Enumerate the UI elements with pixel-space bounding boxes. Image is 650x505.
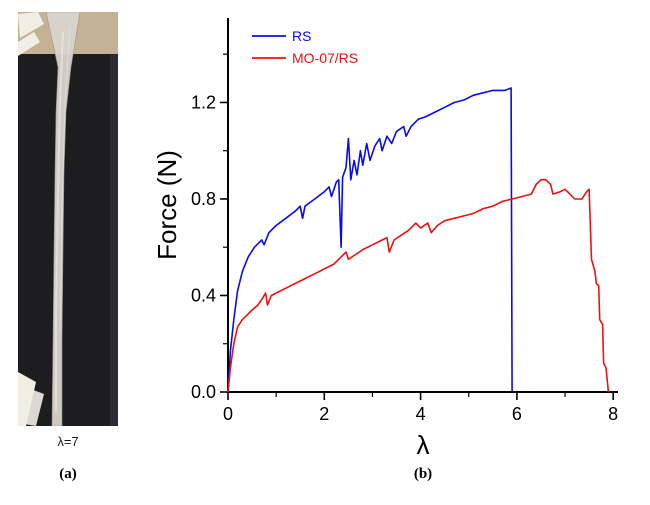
specimen-highlight-streak-2 [59,26,71,333]
x-tick-label: 8 [608,404,618,424]
axes [227,18,618,393]
photo-background-dark [18,54,118,426]
stretch-ratio-label: λ=7 [57,434,79,449]
y-axis-title: Force (N) [152,150,182,260]
caption-panel-b: (b) [413,466,433,482]
x-tick-label: 2 [319,404,329,424]
specimen-photo-svg [18,11,118,427]
photo-background-edge [110,54,118,426]
series-line-MO-07/RS [227,178,610,393]
series-line-RS [227,87,513,393]
top-clamp-piece-2 [18,32,40,56]
x-tick-label: 0 [223,404,233,424]
legend-label-MO-07/RS: MO-07/RS [292,50,358,66]
x-tick-label: 6 [512,404,522,424]
force-chart-svg: 0 2 4 6 8 0.0 0.4 0.8 1.2 Force (N) λ RS MO-07/RS [152,18,618,460]
force-chart-panel: 0 2 4 6 8 0.0 0.4 0.8 1.2 Force (N) λ RS MO-07/RS [150,2,646,460]
bottom-clamp-piece-2 [24,388,44,426]
caption-panel-a: (a) [59,466,77,482]
x-tick-label: 4 [416,404,426,424]
y-tick-label: 0.8 [191,189,216,209]
y-tick-label: 0.0 [191,382,216,402]
top-clamp-piece [18,12,44,38]
y-tick-label: 0.4 [191,285,216,305]
specimen-photo [18,11,118,427]
x-axis-title: λ [417,430,430,460]
legend-label-RS: RS [292,28,311,44]
y-tick-label: 1.2 [191,92,216,112]
specimen-highlight-streak [55,31,64,412]
